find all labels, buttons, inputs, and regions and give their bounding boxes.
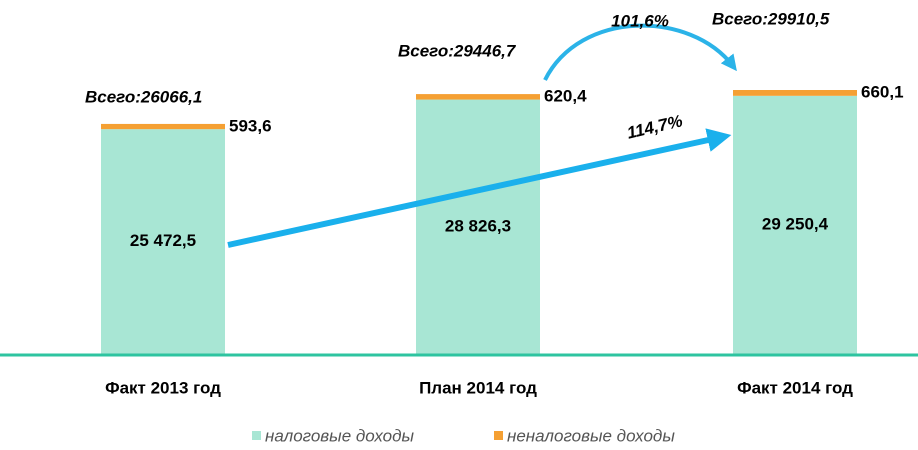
bar-segment (416, 99, 540, 354)
value-label: 29 250,4 (762, 214, 829, 233)
value-label: 620,4 (544, 87, 587, 106)
legend-label: неналоговые доходы (507, 426, 675, 445)
growth-label: 114,7% (625, 111, 684, 142)
total-label: Всего:26066,1 (85, 87, 202, 106)
bar-segment (101, 123, 225, 130)
bar-segment (733, 90, 857, 96)
value-label: 25 472,5 (130, 231, 196, 250)
value-label: 660,1 (861, 82, 904, 101)
legend-swatch (494, 431, 503, 440)
x-tick-label: Факт 2014 год (737, 378, 853, 397)
value-label: 28 826,3 (445, 216, 511, 235)
total-label: Всего:29446,7 (398, 41, 517, 60)
x-tick-label: Факт 2013 год (105, 378, 221, 397)
curved-arrow (543, 23, 737, 81)
growth-arrow (227, 128, 732, 248)
legend-label: налоговые доходы (265, 426, 415, 445)
x-tick-label: План 2014 год (419, 378, 537, 397)
growth-label: 101,6% (611, 11, 669, 30)
legend: налоговые доходы неналоговые доходы (252, 426, 675, 445)
bars (101, 90, 857, 354)
value-label: 593,6 (229, 116, 272, 135)
bar-segment (416, 94, 540, 100)
bar-segment (101, 129, 225, 354)
bar-segment (733, 95, 857, 354)
total-label: Всего:29910,5 (712, 9, 830, 28)
legend-swatch (252, 431, 261, 440)
